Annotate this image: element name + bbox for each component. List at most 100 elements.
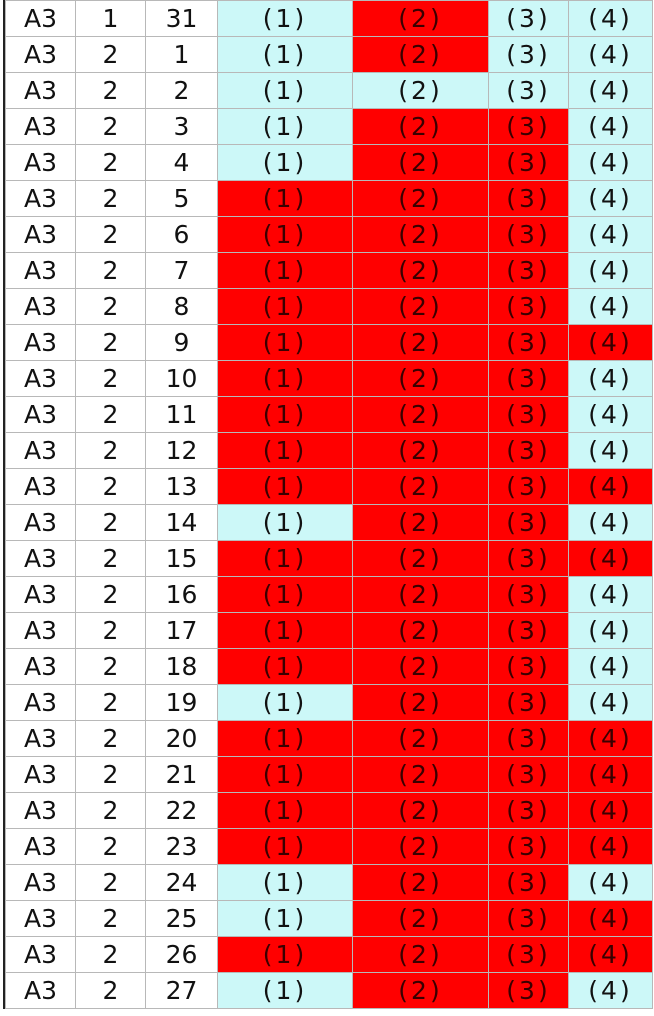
cell-section[interactable]: 2: [75, 936, 146, 973]
cell-group[interactable]: A3: [5, 540, 76, 577]
cell-group[interactable]: A3: [5, 324, 76, 361]
cell-option-3[interactable]: (3): [488, 180, 569, 217]
cell-number[interactable]: 25: [145, 900, 218, 937]
cell-section[interactable]: 2: [75, 684, 146, 721]
cell-group[interactable]: A3: [5, 360, 76, 397]
cell-option-4[interactable]: (4): [568, 144, 653, 181]
cell-group[interactable]: A3: [5, 720, 76, 757]
cell-option-1[interactable]: (1): [217, 936, 353, 973]
cell-section[interactable]: 1: [75, 0, 146, 37]
cell-option-4[interactable]: (4): [568, 396, 653, 433]
cell-option-2[interactable]: (2): [352, 468, 489, 505]
cell-section[interactable]: 2: [75, 468, 146, 505]
cell-option-3[interactable]: (3): [488, 720, 569, 757]
cell-option-2[interactable]: (2): [352, 180, 489, 217]
cell-option-3[interactable]: (3): [488, 900, 569, 937]
cell-number[interactable]: 21: [145, 756, 218, 793]
cell-group[interactable]: A3: [5, 0, 76, 37]
cell-option-2[interactable]: (2): [352, 324, 489, 361]
cell-option-1[interactable]: (1): [217, 792, 353, 829]
cell-option-3[interactable]: (3): [488, 504, 569, 541]
cell-option-1[interactable]: (1): [217, 0, 353, 37]
cell-group[interactable]: A3: [5, 288, 76, 325]
cell-option-3[interactable]: (3): [488, 144, 569, 181]
cell-option-3[interactable]: (3): [488, 396, 569, 433]
cell-option-2[interactable]: (2): [352, 360, 489, 397]
cell-option-3[interactable]: (3): [488, 936, 569, 973]
cell-section[interactable]: 2: [75, 396, 146, 433]
cell-group[interactable]: A3: [5, 900, 76, 937]
cell-option-2[interactable]: (2): [352, 936, 489, 973]
cell-option-4[interactable]: (4): [568, 900, 653, 937]
cell-number[interactable]: 6: [145, 216, 218, 253]
cell-number[interactable]: 9: [145, 324, 218, 361]
cell-option-1[interactable]: (1): [217, 144, 353, 181]
cell-option-2[interactable]: (2): [352, 648, 489, 685]
cell-number[interactable]: 17: [145, 612, 218, 649]
cell-option-3[interactable]: (3): [488, 0, 569, 37]
cell-option-4[interactable]: (4): [568, 0, 653, 37]
cell-option-1[interactable]: (1): [217, 684, 353, 721]
cell-option-3[interactable]: (3): [488, 468, 569, 505]
cell-option-2[interactable]: (2): [352, 792, 489, 829]
cell-option-2[interactable]: (2): [352, 900, 489, 937]
cell-group[interactable]: A3: [5, 504, 76, 541]
cell-option-4[interactable]: (4): [568, 720, 653, 757]
cell-option-1[interactable]: (1): [217, 216, 353, 253]
cell-group[interactable]: A3: [5, 792, 76, 829]
cell-option-1[interactable]: (1): [217, 324, 353, 361]
cell-number[interactable]: 26: [145, 936, 218, 973]
cell-group[interactable]: A3: [5, 432, 76, 469]
cell-option-4[interactable]: (4): [568, 828, 653, 865]
cell-group[interactable]: A3: [5, 396, 76, 433]
cell-number[interactable]: 24: [145, 864, 218, 901]
cell-option-1[interactable]: (1): [217, 720, 353, 757]
cell-section[interactable]: 2: [75, 792, 146, 829]
cell-option-3[interactable]: (3): [488, 792, 569, 829]
cell-section[interactable]: 2: [75, 324, 146, 361]
cell-option-1[interactable]: (1): [217, 72, 353, 109]
cell-option-4[interactable]: (4): [568, 972, 653, 1009]
cell-option-1[interactable]: (1): [217, 432, 353, 469]
cell-option-4[interactable]: (4): [568, 792, 653, 829]
cell-option-4[interactable]: (4): [568, 684, 653, 721]
cell-option-3[interactable]: (3): [488, 684, 569, 721]
cell-number[interactable]: 3: [145, 108, 218, 145]
cell-option-2[interactable]: (2): [352, 0, 489, 37]
cell-option-3[interactable]: (3): [488, 828, 569, 865]
cell-option-4[interactable]: (4): [568, 468, 653, 505]
cell-option-1[interactable]: (1): [217, 576, 353, 613]
cell-option-1[interactable]: (1): [217, 36, 353, 73]
cell-option-1[interactable]: (1): [217, 756, 353, 793]
cell-option-3[interactable]: (3): [488, 864, 569, 901]
cell-option-3[interactable]: (3): [488, 972, 569, 1009]
cell-number[interactable]: 13: [145, 468, 218, 505]
cell-section[interactable]: 2: [75, 972, 146, 1009]
cell-option-2[interactable]: (2): [352, 972, 489, 1009]
cell-number[interactable]: 31: [145, 0, 218, 37]
cell-section[interactable]: 2: [75, 216, 146, 253]
cell-group[interactable]: A3: [5, 216, 76, 253]
cell-group[interactable]: A3: [5, 576, 76, 613]
cell-option-3[interactable]: (3): [488, 288, 569, 325]
cell-option-3[interactable]: (3): [488, 432, 569, 469]
cell-group[interactable]: A3: [5, 612, 76, 649]
cell-option-4[interactable]: (4): [568, 936, 653, 973]
cell-number[interactable]: 22: [145, 792, 218, 829]
cell-option-1[interactable]: (1): [217, 612, 353, 649]
cell-number[interactable]: 15: [145, 540, 218, 577]
cell-group[interactable]: A3: [5, 936, 76, 973]
cell-option-1[interactable]: (1): [217, 828, 353, 865]
cell-option-4[interactable]: (4): [568, 432, 653, 469]
cell-number[interactable]: 8: [145, 288, 218, 325]
cell-group[interactable]: A3: [5, 972, 76, 1009]
cell-number[interactable]: 4: [145, 144, 218, 181]
cell-option-3[interactable]: (3): [488, 612, 569, 649]
cell-option-4[interactable]: (4): [568, 324, 653, 361]
cell-option-4[interactable]: (4): [568, 180, 653, 217]
cell-option-4[interactable]: (4): [568, 252, 653, 289]
cell-section[interactable]: 2: [75, 288, 146, 325]
cell-option-3[interactable]: (3): [488, 756, 569, 793]
cell-group[interactable]: A3: [5, 828, 76, 865]
cell-group[interactable]: A3: [5, 108, 76, 145]
